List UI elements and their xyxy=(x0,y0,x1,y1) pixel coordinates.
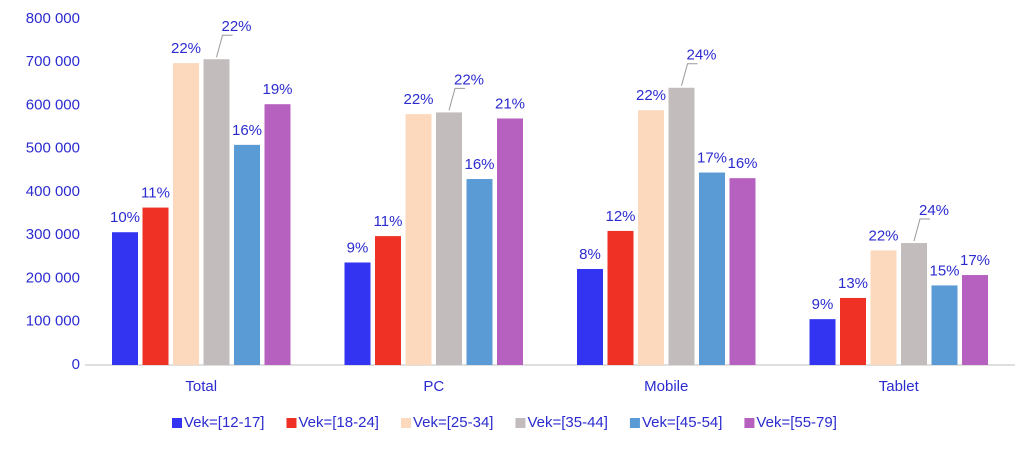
data-label: 8% xyxy=(579,246,601,263)
data-label: 10% xyxy=(110,209,140,226)
bar xyxy=(699,172,725,365)
data-label: 21% xyxy=(495,95,525,112)
data-label: 22% xyxy=(454,71,484,88)
bar xyxy=(729,178,756,365)
data-label: 16% xyxy=(232,122,262,139)
legend-label: Vek=[25-34] xyxy=(413,414,493,431)
x-tick-label: Total xyxy=(185,378,217,395)
data-label: 24% xyxy=(686,47,716,64)
bar xyxy=(870,250,897,365)
bar xyxy=(962,275,988,365)
bar xyxy=(264,104,291,365)
y-tick-label: 700 000 xyxy=(26,53,80,70)
y-tick-label: 100 000 xyxy=(26,313,80,330)
leader-line xyxy=(681,63,698,86)
y-tick-label: 600 000 xyxy=(26,96,80,113)
x-tick-label: Mobile xyxy=(644,378,688,395)
legend-swatch xyxy=(629,418,640,428)
legend-label: Vek=[55-79] xyxy=(756,414,836,431)
bar xyxy=(344,262,371,365)
data-label: 24% xyxy=(919,202,949,219)
leader-line xyxy=(448,87,465,111)
bar xyxy=(375,236,401,365)
leader-line xyxy=(913,218,930,242)
bar xyxy=(405,114,432,366)
bar xyxy=(668,87,695,365)
legend-label: Vek=[45-54] xyxy=(642,414,722,431)
x-tick-label: Tablet xyxy=(879,378,920,395)
x-tick-label: PC xyxy=(423,378,444,395)
data-label: 12% xyxy=(605,208,635,225)
bar xyxy=(142,207,169,365)
y-tick-label: 300 000 xyxy=(26,226,80,243)
bar xyxy=(607,230,634,365)
data-label: 13% xyxy=(838,275,868,292)
legend-swatch xyxy=(744,418,755,428)
data-label: 19% xyxy=(262,81,292,98)
bar xyxy=(577,268,603,365)
leader-line xyxy=(216,34,233,58)
y-tick-label: 200 000 xyxy=(26,269,80,286)
y-tick-label: 500 000 xyxy=(26,140,80,157)
bar xyxy=(931,285,958,365)
y-tick-label: 0 xyxy=(72,356,80,373)
data-label: 22% xyxy=(171,40,201,57)
bar xyxy=(638,110,664,365)
y-tick-label: 400 000 xyxy=(26,183,80,200)
data-label: 22% xyxy=(403,91,433,108)
y-tick-label: 800 000 xyxy=(26,10,80,27)
data-label: 9% xyxy=(812,296,834,313)
data-label: 9% xyxy=(347,239,369,256)
bar xyxy=(901,243,927,365)
bar xyxy=(234,144,260,365)
bar xyxy=(112,232,138,365)
bar xyxy=(809,319,836,365)
legend-swatch xyxy=(286,418,297,428)
data-label: 17% xyxy=(697,150,727,167)
legend-label: Vek=[12-17] xyxy=(184,414,264,431)
data-label: 17% xyxy=(960,252,990,269)
bar xyxy=(466,179,493,365)
data-label: 22% xyxy=(868,227,898,244)
data-label: 22% xyxy=(221,18,251,35)
data-label: 16% xyxy=(464,156,494,173)
data-label: 11% xyxy=(374,213,403,230)
legend-swatch xyxy=(400,418,411,428)
data-label: 15% xyxy=(929,262,959,279)
bar xyxy=(203,59,230,365)
bar xyxy=(436,112,462,365)
bar xyxy=(173,63,199,366)
bar xyxy=(840,297,866,365)
data-label: 22% xyxy=(636,87,666,104)
bar xyxy=(497,118,523,365)
legend-label: Vek=[18-24] xyxy=(298,414,378,431)
legend-swatch xyxy=(515,418,526,428)
data-label: 11% xyxy=(141,185,170,202)
legend-swatch xyxy=(172,418,182,428)
data-label: 16% xyxy=(727,155,757,172)
legend-label: Vek=[35-44] xyxy=(527,414,607,431)
